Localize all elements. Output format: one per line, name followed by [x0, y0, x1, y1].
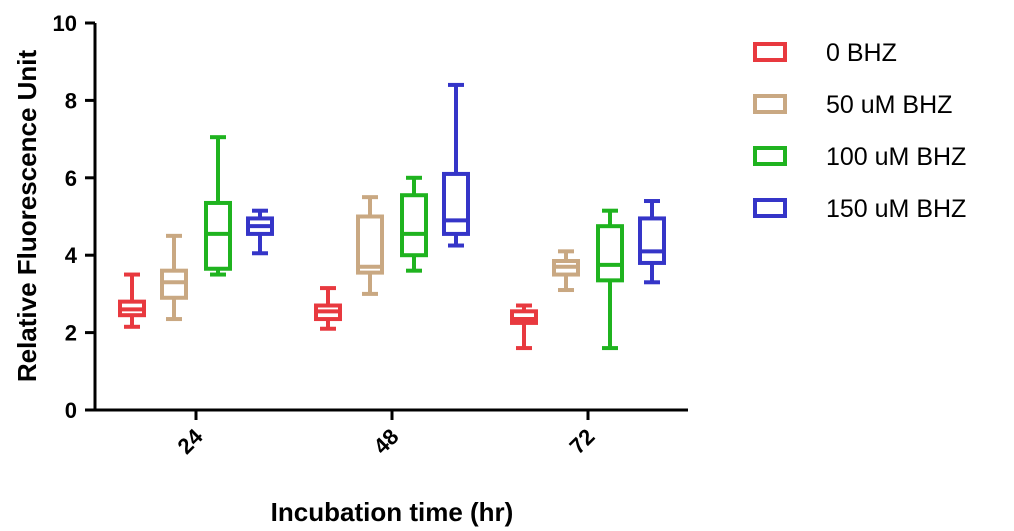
legend-label: 150 uM BHZ [826, 195, 966, 223]
y-tick-label: 8 [65, 88, 77, 113]
box-plot [638, 199, 666, 285]
legend-label: 50 uM BHZ [826, 91, 952, 119]
legend-swatch [753, 42, 787, 62]
legend-label: 100 uM BHZ [826, 143, 966, 171]
y-tick-label: 10 [53, 11, 77, 36]
legend-swatch [753, 198, 787, 218]
legend-label: 0 BHZ [826, 39, 897, 67]
box-plot [510, 303, 538, 351]
iqr-box [596, 224, 624, 283]
x-tick-label: 48 [369, 424, 404, 459]
box-plot [314, 286, 342, 331]
series-1 [160, 195, 580, 322]
legend-item: 0 BHZ [753, 39, 897, 67]
box-plot [596, 208, 624, 351]
box-plot [400, 175, 428, 273]
legend-item: 150 uM BHZ [753, 195, 966, 223]
plot-area [118, 82, 666, 351]
x-tick-label: 72 [565, 424, 600, 459]
iqr-box [442, 171, 470, 236]
x-axis-ticks: 24 48 72 [173, 410, 600, 459]
y-tick-label: 4 [65, 243, 78, 268]
box-plot [552, 249, 580, 293]
box-plot [160, 233, 188, 322]
y-tick-label: 2 [65, 321, 77, 346]
iqr-box [400, 193, 428, 258]
legend-item: 50 uM BHZ [753, 91, 952, 119]
x-tick-label: 24 [173, 423, 209, 459]
legend-swatch [753, 146, 787, 166]
box-plot [246, 208, 274, 256]
iqr-box [638, 216, 666, 265]
iqr-box [356, 214, 384, 275]
series-0 [118, 272, 538, 351]
y-tick-label: 6 [65, 166, 77, 191]
series-2 [204, 135, 624, 351]
box-plot [204, 135, 232, 277]
box-plot [356, 195, 384, 296]
legend-swatch [753, 94, 787, 114]
y-axis-title: Relative Fluorescence Unit [12, 49, 42, 382]
series-3 [246, 82, 666, 285]
box-plot [442, 82, 470, 248]
legend: 0 BHZ 50 uM BHZ 100 uM BHZ 150 uM BHZ [753, 39, 966, 223]
x-axis-title: Incubation time (hr) [271, 497, 514, 527]
y-axis-ticks: 0 2 4 6 8 10 [53, 11, 95, 423]
box-plot [118, 272, 146, 329]
y-tick-label: 0 [65, 398, 77, 423]
legend-item: 100 uM BHZ [753, 143, 966, 171]
